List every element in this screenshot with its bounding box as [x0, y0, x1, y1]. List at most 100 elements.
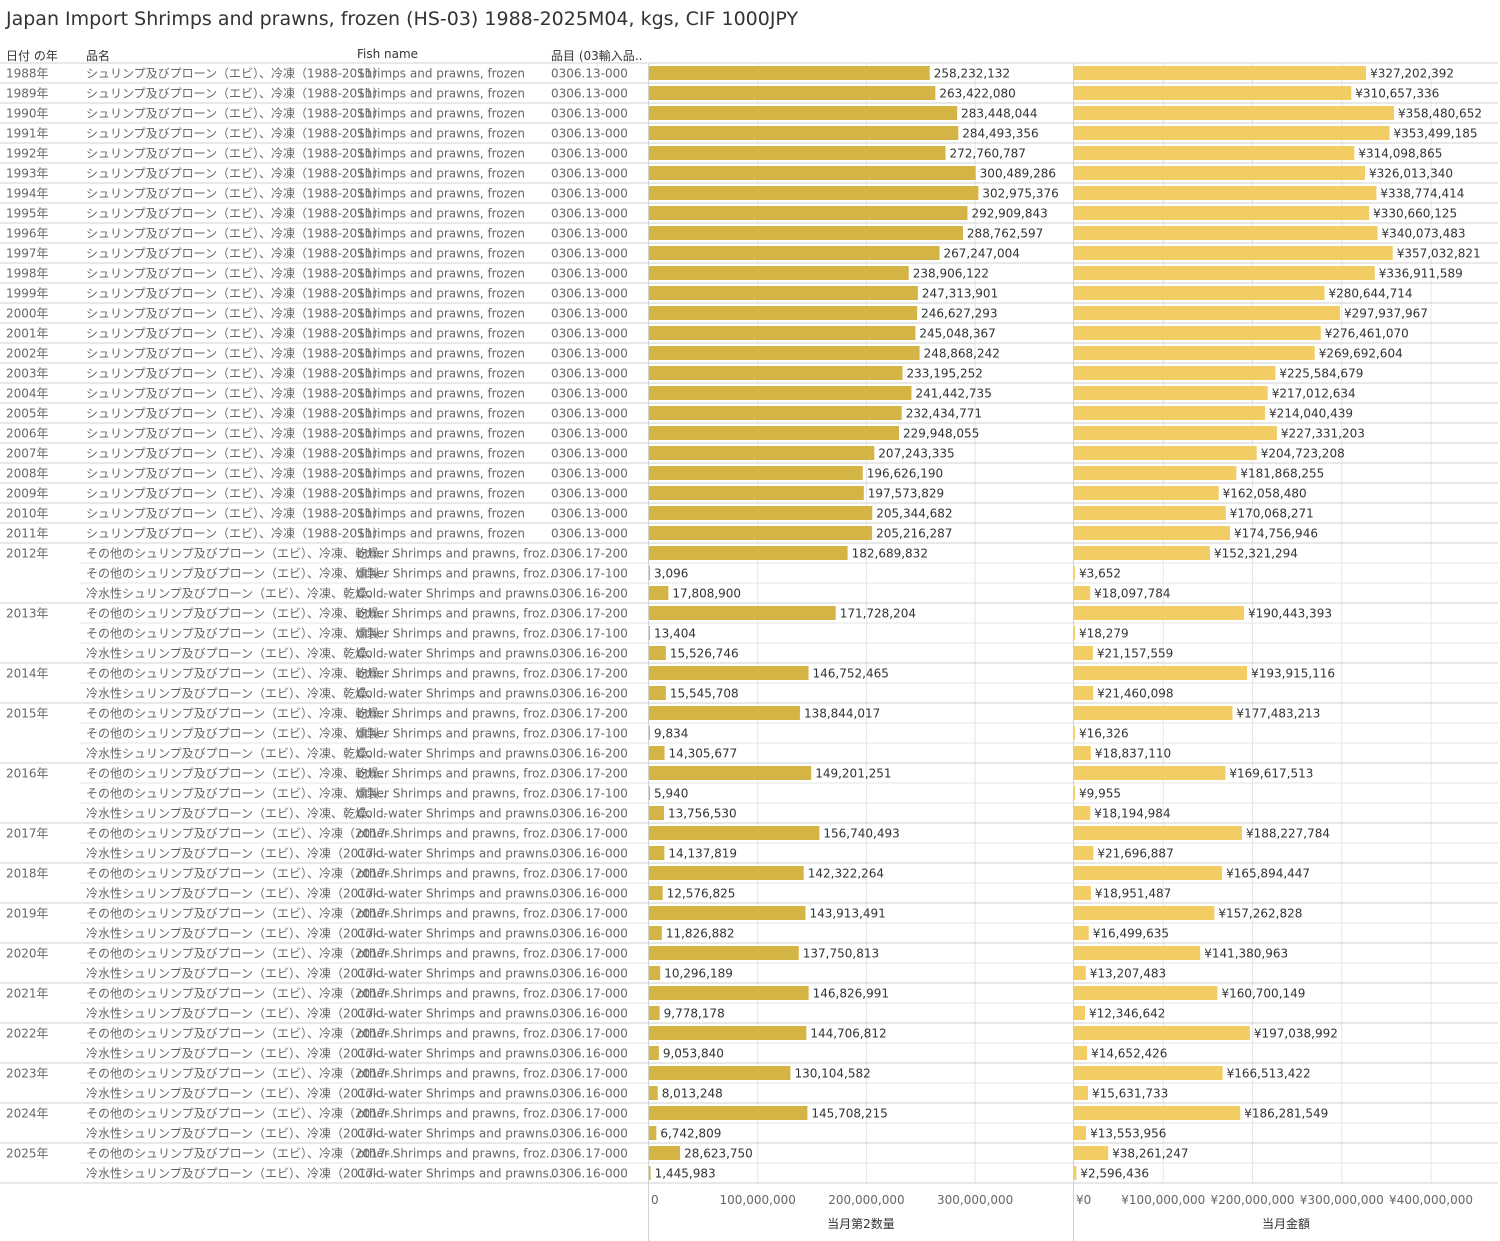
value-label: ¥166,513,422 [1227, 1067, 1311, 1081]
product-code: 0306.17-200 [551, 707, 628, 721]
year-label: 1995年 [6, 207, 49, 221]
fish-name: Cold-water Shrimps and prawns.. [357, 807, 556, 821]
value-label: ¥16,326 [1079, 727, 1129, 741]
value-bar [1074, 1046, 1088, 1060]
product-name: 冷水性シュリンプ及びプローン（エビ）、冷凍、乾燥、.. [86, 687, 387, 701]
x-tick-label-qty: 200,000,000 [828, 1193, 904, 1207]
qty-label: 245,048,367 [919, 327, 995, 341]
year-label: 2007年 [6, 447, 49, 461]
value-label: ¥177,483,213 [1236, 707, 1320, 721]
value-label: ¥21,696,887 [1097, 847, 1173, 861]
qty-bar [649, 286, 918, 300]
qty-bar [649, 1066, 791, 1080]
value-label: ¥18,097,784 [1094, 587, 1170, 601]
fish-name: Shrimps and prawns, frozen [357, 147, 525, 161]
fish-name: Shrimps and prawns, frozen [357, 227, 525, 241]
x-tick-label-qty: 300,000,000 [937, 1193, 1013, 1207]
product-name: 冷水性シュリンプ及びプローン（エビ）、冷凍（2017-.. [86, 1127, 386, 1141]
qty-bar [649, 566, 650, 580]
qty-label: 258,232,132 [934, 67, 1010, 81]
product-code: 0306.16-200 [551, 747, 628, 761]
header-year[interactable]: 日付 の年 [6, 49, 58, 63]
fish-name: Shrimps and prawns, frozen [357, 87, 525, 101]
product-code: 0306.16-000 [551, 967, 628, 981]
fish-name: Cold-water Shrimps and prawns.. [357, 1087, 556, 1101]
year-label: 2017年 [6, 827, 49, 841]
value-bar [1074, 106, 1394, 120]
header-code[interactable]: 品目 (03輸入品.. [551, 49, 643, 63]
value-bar [1074, 446, 1257, 460]
value-label: ¥14,652,426 [1091, 1047, 1167, 1061]
qty-bar [649, 1146, 681, 1160]
value-label: ¥358,480,652 [1398, 107, 1482, 121]
value-bar [1074, 986, 1218, 1000]
x-axis-title-qty: 当月第2数量 [827, 1216, 895, 1231]
qty-label: 17,808,900 [672, 587, 741, 601]
value-bar [1074, 746, 1091, 760]
value-label: ¥170,068,271 [1230, 507, 1314, 521]
year-label: 2004年 [6, 387, 49, 401]
value-label: ¥338,774,414 [1380, 187, 1464, 201]
header-fish-name[interactable]: Fish name [357, 47, 419, 61]
year-label: 2009年 [6, 487, 49, 501]
value-bar [1074, 1086, 1088, 1100]
qty-label: 263,422,080 [939, 87, 1015, 101]
header-name[interactable]: 品名 [86, 49, 111, 63]
product-name: その他のシュリンプ及びプローン（エビ）、冷凍、乾燥、.. [86, 547, 399, 561]
product-code: 0306.17-200 [551, 767, 628, 781]
qty-label: 247,313,901 [922, 287, 998, 301]
fish-name: other Shrimps and prawns, froz.. [357, 907, 553, 921]
year-label: 2013年 [6, 607, 49, 621]
qty-bar [649, 86, 936, 100]
value-label: ¥326,013,340 [1369, 167, 1453, 181]
qty-label: 233,195,252 [907, 367, 983, 381]
product-code: 0306.16-000 [551, 847, 628, 861]
x-tick-label-value: ¥0 [1076, 1193, 1091, 1207]
qty-label: 283,448,044 [961, 107, 1037, 121]
product-name: シュリンプ及びプローン（エビ）、冷凍（1988-2011） [86, 447, 384, 461]
product-name: シュリンプ及びプローン（エビ）、冷凍（1988-2011） [86, 487, 384, 501]
year-label: 2014年 [6, 667, 49, 681]
qty-bar [649, 786, 650, 800]
product-name: 冷水性シュリンプ及びプローン（エビ）、冷凍（2017-.. [86, 1087, 386, 1101]
product-code: 0306.13-000 [551, 267, 628, 281]
fish-name: Shrimps and prawns, frozen [357, 367, 525, 381]
product-name: その他のシュリンプ及びプローン（エビ）、冷凍（2017-.. [86, 947, 398, 961]
value-bar [1074, 606, 1244, 620]
value-label: ¥21,157,559 [1097, 647, 1173, 661]
product-name: 冷水性シュリンプ及びプローン（エビ）、冷凍（2017-.. [86, 1007, 386, 1021]
qty-label: 149,201,251 [815, 767, 891, 781]
value-label: ¥227,331,203 [1281, 427, 1365, 441]
product-code: 0306.13-000 [551, 247, 628, 261]
qty-bar [649, 326, 916, 340]
qty-label: 5,940 [654, 787, 688, 801]
qty-bar [649, 166, 976, 180]
value-bar [1074, 666, 1248, 680]
value-bar [1074, 886, 1091, 900]
fish-name: other Shrimps and prawns, froz.. [357, 627, 553, 641]
product-code: 0306.13-000 [551, 127, 628, 141]
year-label: 2015年 [6, 707, 49, 721]
value-bar [1074, 686, 1094, 700]
product-code: 0306.13-000 [551, 407, 628, 421]
fish-name: other Shrimps and prawns, froz.. [357, 607, 553, 621]
year-label: 2002年 [6, 347, 49, 361]
fish-name: Shrimps and prawns, frozen [357, 247, 525, 261]
value-label: ¥327,202,392 [1370, 67, 1454, 81]
product-code: 0306.13-000 [551, 167, 628, 181]
value-bar [1074, 846, 1094, 860]
qty-bar [649, 226, 963, 240]
product-name: シュリンプ及びプローン（エビ）、冷凍（1988-2011） [86, 167, 384, 181]
product-name: その他のシュリンプ及びプローン（エビ）、冷凍、乾燥、.. [86, 767, 399, 781]
qty-label: 284,493,356 [962, 127, 1038, 141]
value-bar [1074, 66, 1367, 80]
value-label: ¥314,098,865 [1358, 147, 1442, 161]
value-bar [1074, 1166, 1077, 1180]
qty-bar [649, 906, 806, 920]
fish-name: Shrimps and prawns, frozen [357, 67, 525, 81]
product-code: 0306.17-100 [551, 627, 628, 641]
qty-bar [649, 806, 664, 820]
value-bar [1074, 326, 1321, 340]
product-code: 0306.17-000 [551, 1107, 628, 1121]
chart-title: Japan Import Shrimps and prawns, frozen … [6, 8, 799, 30]
